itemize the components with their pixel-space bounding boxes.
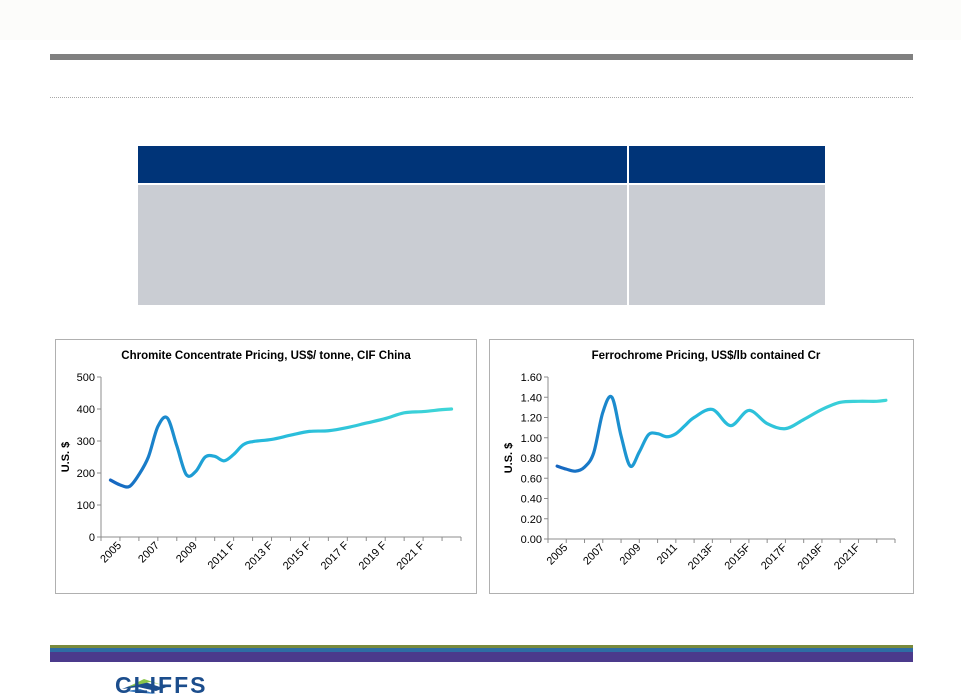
ferrochrome-chart: Ferrochrome Pricing, US$/lb contained Cr… [503,350,896,572]
x-tick-label: 2009 [174,540,200,566]
y-tick-label: 1.20 [521,413,542,425]
y-axis-label: U.S. $ [503,443,515,474]
x-tick-label: 2015F [722,541,753,572]
x-tick-label: 2021 F [395,539,428,572]
y-tick-label: 0.60 [521,473,542,485]
footer-color-bands [50,645,913,662]
y-axis-label: U.S. $ [60,442,72,473]
y-tick-label: 100 [77,500,95,512]
y-tick-label: 0.40 [521,494,542,506]
y-tick-label: 0.00 [521,534,542,546]
y-tick-label: 400 [77,404,95,416]
x-tick-label: 2013F [686,541,717,572]
x-tick-label: 2017F [759,541,790,572]
chart-title: Chromite Concentrate Pricing, US$/ tonne… [121,350,411,362]
x-tick-label: 2011 F [206,539,238,571]
dotted-divider [50,97,913,98]
cliffs-logo-icon [122,679,172,694]
x-tick-label: 2019 F [357,539,390,572]
y-tick-label: 0 [89,532,95,544]
y-tick-label: 200 [77,468,95,480]
table-header-cell-2 [629,146,825,183]
x-tick-label: 2007 [581,542,607,568]
x-tick-label: 2011 [655,542,680,567]
x-tick-label: 2009 [618,542,644,568]
y-tick-label: 1.60 [521,372,542,384]
x-tick-label: 2005 [98,540,124,566]
footer-band-purple [50,652,913,662]
footer-band-olive [50,645,913,648]
x-tick-label: 2021F [832,541,863,572]
y-tick-label: 1.40 [521,392,542,404]
table-body-cell-2 [629,185,825,305]
y-tick-label: 1.00 [521,433,542,445]
top-band [0,0,961,40]
chromite-chart: Chromite Concentrate Pricing, US$/ tonne… [60,350,462,572]
y-tick-label: 500 [77,372,95,384]
series-line [555,394,888,473]
y-tick-label: 0.80 [521,453,542,465]
table-body-cell-1 [138,185,627,305]
y-tick-label: 300 [77,436,95,448]
x-tick-label: 2013 F [243,539,276,572]
x-tick-label: 2019F [796,541,827,572]
x-tick-label: 2005 [545,542,571,568]
x-tick-label: 2007 [136,540,162,566]
x-tick-label: 2017 F [319,539,352,572]
cliffs-logo-text: CLIFFS [115,672,208,698]
series-line [108,407,454,489]
footer-band-blue [50,648,913,652]
chart-title: Ferrochrome Pricing, US$/lb contained Cr [592,350,821,362]
chromite-chart-panel: Chromite Concentrate Pricing, US$/ tonne… [55,339,477,594]
ferrochrome-chart-panel: Ferrochrome Pricing, US$/lb contained Cr… [489,339,914,594]
table-header-cell-1 [138,146,627,183]
summary-table [138,146,825,305]
x-tick-label: 2015 F [281,539,314,572]
y-tick-label: 0.20 [521,514,542,526]
title-underline-rule [50,54,913,60]
